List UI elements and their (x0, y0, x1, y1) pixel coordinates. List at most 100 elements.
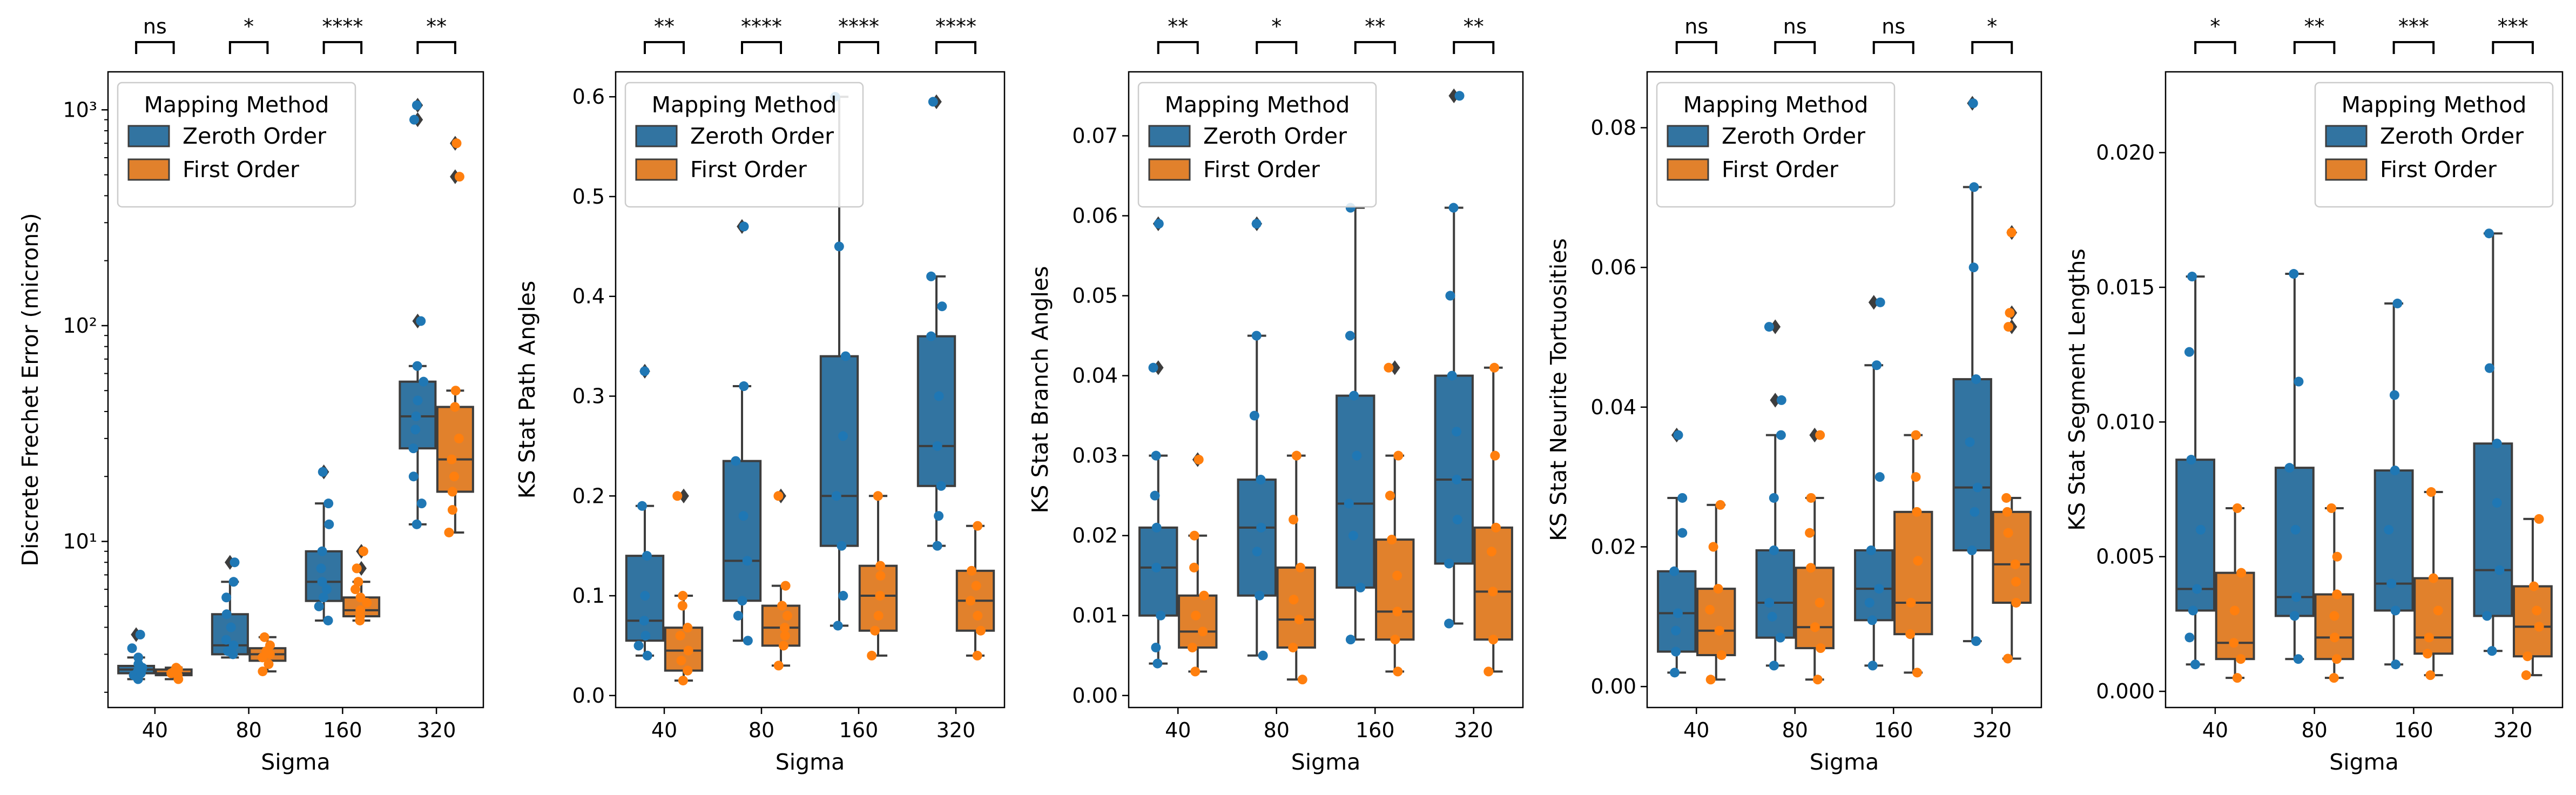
significance-bracket (2392, 41, 2435, 54)
significance-bracket (1774, 41, 1816, 54)
x-tick-label: 80 (1782, 718, 1808, 742)
y-tick-label: 0.06 (1072, 204, 1118, 227)
x-axis-label: Sigma (2329, 749, 2399, 775)
x-tick-label: 40 (1683, 718, 1709, 742)
iqr-box (1336, 394, 1375, 589)
data-point (831, 491, 841, 501)
x-tick-label: 80 (748, 718, 774, 742)
y-tick-label: 0.04 (1590, 395, 1636, 419)
box-160-first (858, 491, 898, 661)
significance-bracket (2492, 41, 2534, 54)
data-point (1150, 490, 1160, 501)
significance-label: * (1271, 15, 1282, 38)
data-point (1671, 625, 1681, 636)
significance-bracket (838, 41, 879, 54)
data-point (1673, 430, 1683, 440)
data-point (2534, 622, 2544, 632)
data-point (1454, 91, 1465, 101)
legend-label-zeroth: Zeroth Order (183, 123, 326, 149)
iqr-box (2413, 577, 2454, 655)
iqr-box (1893, 510, 1933, 636)
data-point (416, 498, 427, 509)
y-tick-label: 0.06 (1590, 255, 1636, 279)
iqr-box (1854, 549, 1894, 622)
data-point (676, 656, 686, 666)
data-point (447, 505, 457, 515)
data-point (1491, 522, 1501, 533)
data-point (837, 541, 847, 551)
data-point (731, 456, 741, 466)
y-tick-label: 0.1 (572, 584, 605, 608)
box-320-first (1992, 225, 2032, 664)
data-point (1806, 493, 1816, 503)
data-point (1670, 668, 1680, 678)
data-point (1677, 493, 1688, 503)
data-point (870, 625, 880, 636)
y-tick-label: 0.00 (1072, 684, 1118, 708)
data-point (1816, 643, 1826, 653)
data-point (1715, 500, 1725, 510)
data-point (1912, 507, 1922, 517)
data-point (226, 622, 236, 632)
legend-swatch-first (635, 158, 678, 181)
data-point (350, 584, 361, 595)
legend-swatch-zeroth (1667, 125, 1709, 147)
data-point (1191, 610, 1201, 621)
legend-title: Mapping Method (1165, 92, 1350, 118)
data-point (1151, 562, 1162, 572)
data-point (449, 471, 459, 482)
data-point (1669, 566, 1680, 576)
y-tick-label: 0.3 (572, 385, 605, 408)
data-point (450, 386, 461, 396)
x-tick-label: 320 (1454, 718, 1493, 742)
data-point (873, 491, 883, 501)
data-point (1769, 661, 1779, 671)
data-point (1393, 450, 1404, 461)
data-point (2186, 455, 2196, 465)
data-point (683, 645, 693, 656)
data-point (1965, 437, 1975, 447)
box-80-first (761, 488, 801, 671)
chart-panel-2: 0.0 0.1 0.2 0.3 0.4 0.5 0.6 40 80 160 320 Sigma KS S… (514, 15, 1006, 775)
data-point (838, 591, 848, 601)
data-point (677, 601, 687, 611)
data-point (1815, 597, 1825, 608)
x-axis-label: Sigma (261, 749, 331, 775)
data-point (780, 623, 790, 633)
y-tick-label: 0.05 (1072, 284, 1118, 308)
data-point (409, 114, 420, 125)
y-axis-label: KS Stat Segment Lengths (2064, 248, 2090, 531)
data-point (1864, 597, 1874, 608)
significance-bracket (2194, 41, 2236, 54)
data-point (1187, 642, 1197, 652)
data-point (1714, 625, 1724, 636)
data-point (1198, 626, 1208, 637)
data-point (2284, 463, 2295, 473)
iqr-box (1755, 549, 1795, 639)
legend-frame (1656, 82, 1896, 208)
data-point (840, 351, 851, 361)
y-tick-label: 0.015 (2096, 275, 2155, 299)
data-point (1705, 675, 1716, 685)
data-point (1385, 490, 1395, 501)
data-point (2289, 611, 2299, 621)
data-point (1289, 515, 1299, 525)
legend-label-first: First Order (2380, 157, 2497, 183)
data-point (2196, 524, 2206, 535)
legend-swatch-first (127, 158, 170, 181)
iqr-box (2512, 585, 2553, 658)
y-tick-label: 0.00 (1590, 675, 1636, 698)
legend-title: Mapping Method (1683, 92, 1869, 118)
chart-panel-3: 0.00 0.01 0.02 0.03 0.04 0.05 0.06 0.07 40 80 160 3… (1027, 15, 1524, 775)
significance-label: ** (1168, 15, 1188, 38)
data-point (454, 433, 464, 443)
data-point (447, 454, 457, 464)
iqr-box (1178, 594, 1218, 649)
x-tick-label: 40 (1165, 718, 1191, 742)
chart-panel-4: 0.00 0.02 0.04 0.06 0.08 40 80 160 320 Sigma KS St… (1546, 15, 2042, 775)
y-tick-label: 0.4 (572, 285, 605, 308)
data-point (834, 241, 844, 252)
data-point (2329, 611, 2339, 621)
data-point (2289, 269, 2299, 279)
data-point (1867, 615, 1877, 625)
